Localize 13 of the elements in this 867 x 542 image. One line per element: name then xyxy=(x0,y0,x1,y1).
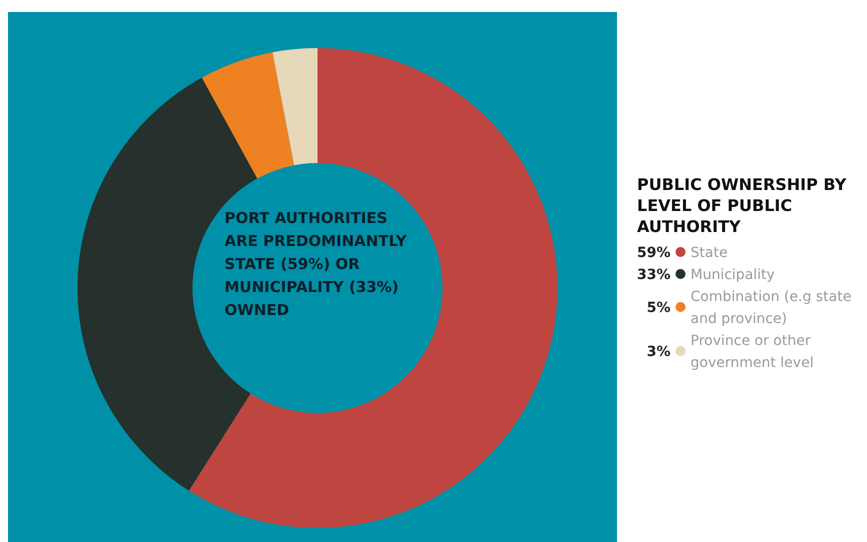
text: PORT AUTHORITIES ARE PREDOMINANTLY STATE (59%) OR MUNICIPALITY (33%) OWNED xyxy=(224,208,408,321)
legend-label: State xyxy=(690,244,728,260)
legend-label: Province or other government level xyxy=(690,332,814,370)
legend-label: Combination (e.g state and province) xyxy=(690,288,852,326)
donut-slice xyxy=(202,52,294,178)
data-label: 59% xyxy=(636,244,671,260)
data-label: 33% xyxy=(636,266,671,282)
donut-slice xyxy=(272,48,318,166)
data-label: 3% xyxy=(646,344,671,360)
legend-label: Municipality xyxy=(690,266,775,282)
data-label: 5% xyxy=(646,300,671,316)
legend-title: PUBLIC OWNERSHIP BY LEVEL OF PUBLIC AUTHORITY xyxy=(637,174,847,236)
donut-slice xyxy=(188,48,558,528)
